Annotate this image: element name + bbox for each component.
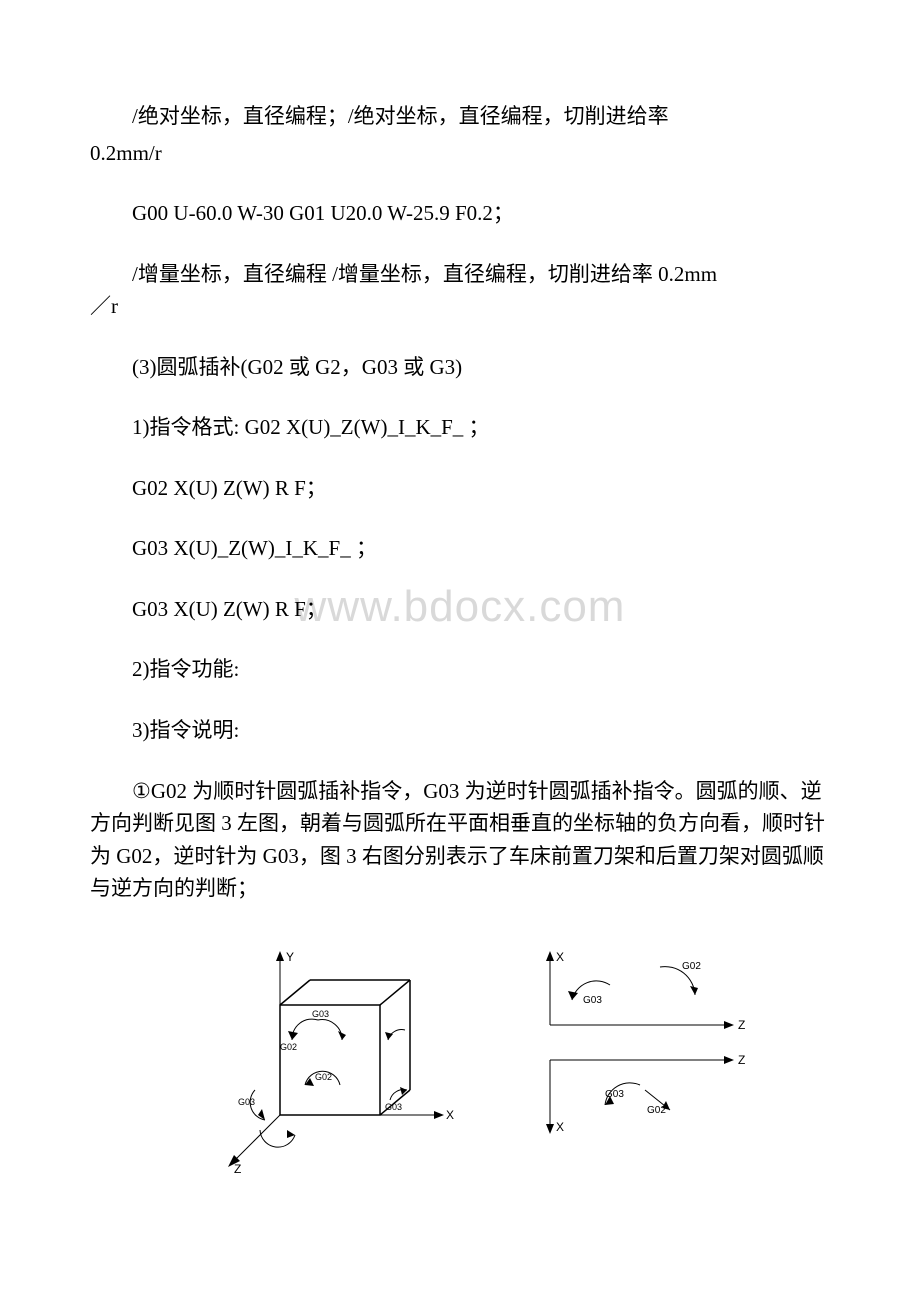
paragraph-3b: ／r (90, 290, 830, 323)
axis-x-top: X (556, 950, 564, 964)
document-content: /绝对坐标，直径编程；/绝对坐标，直径编程，切削进给率 0.2mm/r G00 … (90, 100, 830, 1175)
cube-g03-front: G03 (312, 1009, 329, 1019)
paragraph-3a: /增量坐标，直径编程 /增量坐标，直径编程，切削进给率 0.2mm (90, 258, 830, 291)
paragraph-9: 2)指令功能: (90, 653, 830, 686)
axis-x-label-left: X (446, 1108, 454, 1122)
axis-y-label: Y (286, 950, 294, 964)
top-g03: G03 (583, 995, 602, 1006)
figure-3: Y X Z G02 G03 (90, 945, 830, 1175)
paragraph-5: 1)指令格式: G02 X(U)_Z(W)_I_K_F_ ； (90, 411, 830, 444)
paragraph-10: 3)指令说明: (90, 714, 830, 747)
paragraph-7: G03 X(U)_Z(W)_I_K_F_ ； (90, 532, 830, 565)
paragraph-2: G00 U-60.0 W-30 G01 U20.0 W-25.9 F0.2； (90, 197, 830, 230)
cube-g02-front: G02 (280, 1042, 297, 1052)
axis-x-bottom: X (556, 1120, 564, 1134)
paragraph-11: ①G02 为顺时针圆弧插补指令，G03 为逆时针圆弧插补指令。圆弧的顺、逆方向判… (90, 775, 830, 905)
cube-g03-right: G03 (385, 1102, 402, 1112)
cube-g02-bottom: G02 (315, 1072, 332, 1082)
axis-z-top: Z (738, 1018, 745, 1032)
paragraph-1a: /绝对坐标，直径编程；/绝对坐标，直径编程，切削进给率 (90, 100, 830, 133)
axis-z-label-left: Z (234, 1162, 241, 1175)
cube-g03-left: G03 (238, 1097, 255, 1107)
bottom-g03: G03 (605, 1089, 624, 1100)
paragraph-8: G03 X(U) Z(W) R F； (90, 593, 830, 626)
bottom-g02: G02 (647, 1105, 666, 1116)
paragraph-4: (3)圆弧插补(G02 或 G2，G03 或 G3) (90, 351, 830, 384)
figure-3-left-cube: Y X Z G02 G03 (210, 945, 470, 1175)
paragraph-1b: 0.2mm/r (90, 137, 830, 170)
paragraph-6: G02 X(U) Z(W) R F； (90, 472, 830, 505)
top-g02: G02 (682, 961, 701, 972)
axis-z-bottom: Z (738, 1053, 745, 1067)
figure-3-right-lathe: X Z G03 G02 Z X G03 (510, 945, 770, 1145)
